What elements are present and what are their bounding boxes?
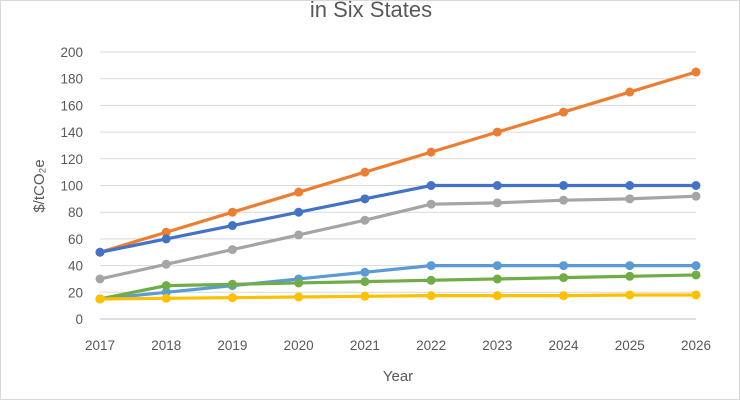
data-point	[492, 198, 502, 208]
x-tick-label: 2021	[350, 338, 380, 353]
y-tick-label: 120	[60, 152, 83, 167]
data-point	[294, 207, 304, 217]
data-point	[227, 279, 237, 289]
data-point	[227, 221, 237, 231]
data-point	[161, 234, 171, 244]
data-point	[294, 278, 304, 288]
x-tick-label: 2019	[217, 338, 247, 353]
y-tick-label: 160	[60, 98, 83, 113]
data-point	[426, 147, 436, 157]
chart-title: in Six States	[309, 0, 433, 22]
data-point	[360, 194, 370, 204]
x-tick-label: 2022	[416, 338, 446, 353]
data-point	[161, 259, 171, 269]
data-point	[426, 181, 436, 190]
data-point	[95, 294, 105, 304]
data-point	[691, 290, 701, 300]
data-point	[559, 261, 569, 271]
y-axis-label: $/tCO₂e	[31, 159, 48, 212]
data-point	[492, 181, 502, 190]
data-point	[95, 247, 105, 257]
data-point	[360, 291, 370, 301]
x-tick-labels: 2017 2018 2019 2020 2021 2022 2023 2024 2025 2026	[85, 338, 711, 353]
data-point	[559, 195, 569, 205]
data-point	[691, 67, 701, 77]
y-tick-label: 80	[68, 205, 83, 220]
data-point	[426, 291, 436, 301]
y-tick-label: 180	[60, 72, 83, 87]
data-point	[426, 199, 436, 209]
data-point	[625, 87, 635, 97]
data-point	[426, 261, 436, 271]
data-point	[227, 293, 237, 303]
series-5	[95, 270, 701, 304]
data-point	[691, 261, 701, 271]
x-tick-label: 2026	[681, 338, 711, 353]
series-3	[95, 191, 701, 284]
y-tick-label: 20	[68, 285, 83, 300]
data-point	[360, 167, 370, 177]
x-tick-label: 2023	[482, 338, 512, 353]
data-point	[161, 227, 171, 237]
data-point	[294, 292, 304, 302]
data-point	[492, 127, 502, 137]
series-1	[95, 67, 701, 257]
data-point	[294, 187, 304, 197]
data-point	[625, 290, 635, 300]
data-point	[625, 271, 635, 281]
data-point	[227, 245, 237, 255]
x-tick-label: 2018	[151, 338, 181, 353]
series-line	[98, 194, 698, 281]
y-tick-label: 0	[75, 312, 83, 327]
data-point	[625, 181, 635, 190]
series-group	[95, 67, 701, 304]
data-point	[625, 261, 635, 271]
data-point	[691, 181, 701, 190]
series-line	[98, 293, 698, 301]
series-line	[98, 70, 698, 254]
x-tick-label: 2024	[549, 338, 580, 353]
data-point	[559, 107, 569, 117]
data-point	[691, 191, 701, 201]
data-point	[559, 181, 569, 190]
data-point	[294, 230, 304, 240]
data-point	[559, 291, 569, 301]
y-tick-label: 60	[68, 232, 83, 247]
x-tick-label: 2025	[615, 338, 645, 353]
data-point	[360, 267, 370, 277]
data-point	[492, 261, 502, 271]
data-point	[492, 274, 502, 284]
data-point	[691, 270, 701, 280]
data-point	[227, 207, 237, 217]
data-point	[95, 274, 105, 284]
x-tick-label: 2017	[85, 338, 115, 353]
x-axis-label: Year	[383, 368, 413, 385]
series-line	[98, 264, 698, 301]
y-tick-label: 100	[60, 179, 83, 194]
data-point	[161, 293, 171, 303]
data-point	[161, 281, 171, 291]
y-tick-label: 140	[60, 125, 83, 140]
data-point	[360, 215, 370, 225]
y-tick-label: 40	[68, 259, 83, 274]
data-point	[360, 277, 370, 287]
data-point	[426, 275, 436, 285]
x-tick-label: 2020	[284, 338, 314, 353]
series-6	[95, 290, 701, 304]
data-point	[625, 194, 635, 204]
series-line	[98, 273, 698, 301]
series-2	[95, 181, 701, 257]
data-point	[559, 273, 569, 283]
y-tick-label: 200	[60, 45, 83, 60]
series-line	[98, 183, 698, 254]
data-point	[492, 291, 502, 301]
y-tick-labels: 0 20 40 60 80 100 120 140 160 180 200	[60, 45, 83, 327]
